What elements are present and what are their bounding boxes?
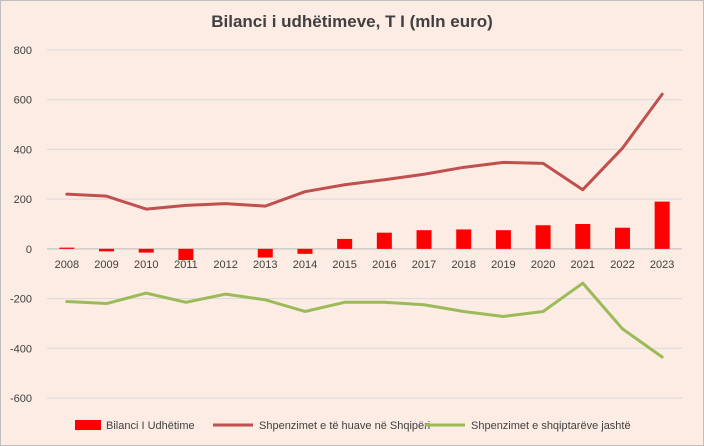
bar-2022 <box>614 227 630 249</box>
y-tick-label: 800 <box>14 45 32 57</box>
bar-2014 <box>297 248 313 254</box>
y-tick-label: 0 <box>26 244 32 256</box>
x-tick-label: 2013 <box>253 259 277 271</box>
x-tick-label: 2008 <box>55 259 79 271</box>
bar-2016 <box>376 232 392 249</box>
series-line-2 <box>65 281 664 359</box>
legend-label-2: Shpenzimet e të huave në Shqipëri <box>259 420 430 432</box>
x-tick-label: 2021 <box>571 259 595 271</box>
x-tick-label: 2023 <box>650 259 674 271</box>
x-tick-label: 2017 <box>412 259 436 271</box>
y-tick-label: 400 <box>14 144 32 156</box>
bar-2023 <box>654 201 670 249</box>
legend-label-3: Shpenzimet e shqiptarëve jashtë <box>471 420 631 432</box>
x-tick-label: 2009 <box>94 259 118 271</box>
bar-2020 <box>535 225 551 249</box>
x-tick-label: 2011 <box>174 259 198 271</box>
x-tick-label: 2019 <box>491 259 515 271</box>
x-tick-label: 2014 <box>293 259 317 271</box>
bar-2021 <box>575 224 591 249</box>
legend-swatch-bar <box>75 420 101 430</box>
chart-title: Bilanci i udhëtimeve, T I (mln euro) <box>211 12 493 31</box>
x-tick-label: 2015 <box>332 259 356 271</box>
x-tick-label: 2022 <box>610 259 634 271</box>
bar-2013 <box>257 248 273 258</box>
bar-2018 <box>456 229 472 249</box>
bar-2019 <box>495 230 511 249</box>
bar-2010 <box>138 248 154 253</box>
x-tick-label: 2016 <box>372 259 396 271</box>
y-tick-label: 200 <box>14 194 32 206</box>
x-tick-label: 2020 <box>531 259 555 271</box>
legend-label-1: Bilanci I Udhëtime <box>106 420 195 432</box>
y-tick-label: -200 <box>10 294 32 306</box>
bar-2017 <box>416 230 432 249</box>
bar-2008 <box>59 247 75 249</box>
x-tick-label: 2018 <box>451 259 475 271</box>
bar-2015 <box>337 238 353 249</box>
bar-2011 <box>178 248 194 261</box>
x-tick-label: 2012 <box>213 259 237 271</box>
y-tick-label: 600 <box>14 95 32 107</box>
y-tick-label: -400 <box>10 343 32 355</box>
x-tick-label: 2010 <box>134 259 158 271</box>
y-tick-label: -600 <box>10 393 32 405</box>
series-line-1 <box>65 92 664 211</box>
bar-2009 <box>99 248 115 252</box>
